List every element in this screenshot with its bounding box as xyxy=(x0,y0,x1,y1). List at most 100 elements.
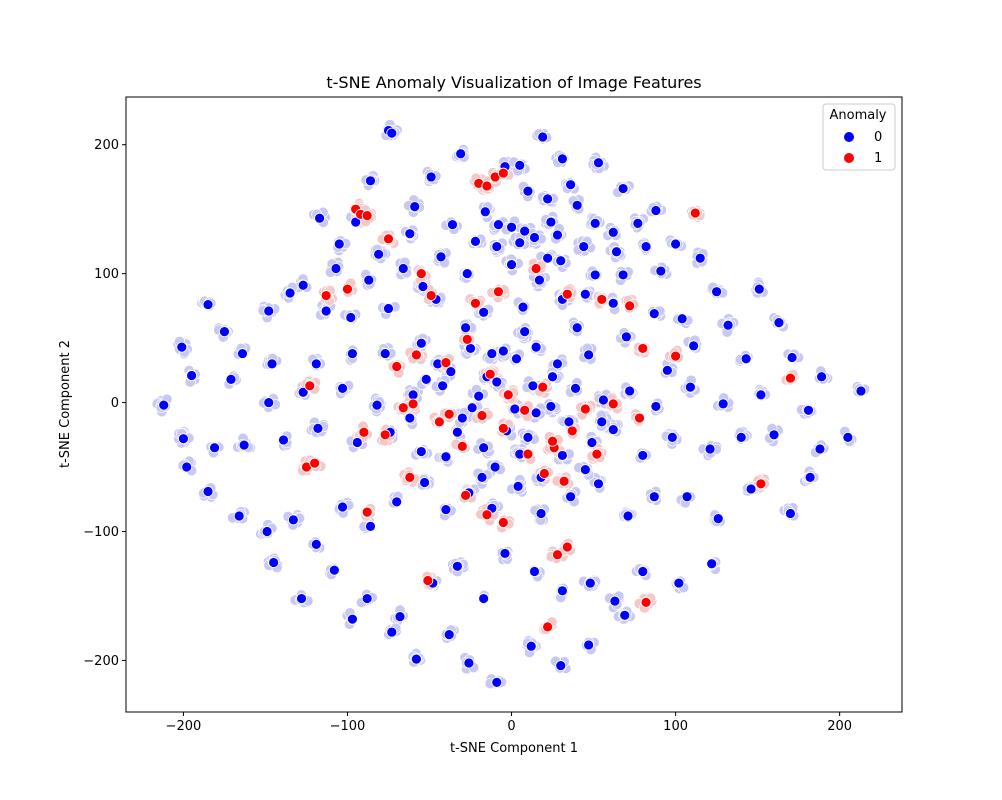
data-point-normal xyxy=(670,238,681,250)
data-point-normal xyxy=(461,268,473,280)
data-point-normal xyxy=(219,326,230,338)
data-point-normal xyxy=(768,429,780,441)
x-axis-label: t-SNE Component 1 xyxy=(450,741,578,756)
data-point-normal xyxy=(735,431,747,443)
data-point-normal xyxy=(404,412,416,424)
data-point-normal xyxy=(493,219,504,231)
data-point-normal xyxy=(497,345,509,357)
data-point-normal xyxy=(455,148,467,160)
data-point-normal xyxy=(506,259,517,271)
data-point-normal xyxy=(584,577,596,589)
data-point-anomaly xyxy=(304,380,316,392)
data-point-anomaly xyxy=(410,349,422,361)
data-point-normal xyxy=(365,520,376,532)
points-layer xyxy=(151,119,871,690)
legend-marker-normal xyxy=(844,132,854,142)
data-point-normal xyxy=(261,526,273,537)
data-point-normal xyxy=(445,366,457,378)
data-point-normal xyxy=(178,433,189,445)
legend-label-anomaly: 1 xyxy=(874,151,882,166)
data-point-normal xyxy=(522,185,534,197)
data-point-normal xyxy=(511,353,522,365)
data-point-normal xyxy=(855,385,867,397)
data-point-normal xyxy=(555,255,567,267)
data-point-normal xyxy=(440,451,452,463)
data-point-normal xyxy=(611,246,622,258)
data-point-anomaly xyxy=(566,425,578,437)
data-point-normal xyxy=(842,431,854,443)
data-point-anomaly xyxy=(624,300,636,312)
data-point-normal xyxy=(491,676,503,688)
data-point-normal xyxy=(486,348,498,359)
data-point-normal xyxy=(552,229,563,241)
data-point-normal xyxy=(333,238,345,250)
data-point-normal xyxy=(622,510,634,522)
data-point-normal xyxy=(386,127,398,139)
data-point-normal xyxy=(383,303,394,314)
data-point-anomaly xyxy=(461,333,473,345)
data-point-anomaly xyxy=(379,429,391,441)
data-point-normal xyxy=(440,504,452,515)
data-point-anomaly xyxy=(391,361,403,372)
data-point-anomaly xyxy=(415,268,427,280)
data-point-normal xyxy=(284,287,296,299)
legend-box xyxy=(822,103,896,171)
data-point-anomaly xyxy=(755,478,767,490)
data-point-normal xyxy=(509,403,521,415)
data-point-anomaly xyxy=(342,283,353,295)
data-point-normal xyxy=(753,283,765,295)
data-point-anomaly xyxy=(561,541,573,553)
data-point-anomaly xyxy=(433,416,445,428)
data-point-normal xyxy=(296,593,307,604)
data-point-anomaly xyxy=(607,398,619,410)
data-point-anomaly xyxy=(519,404,531,416)
axes-frame xyxy=(125,96,903,713)
data-point-normal xyxy=(583,639,595,651)
data-point-normal xyxy=(637,450,649,461)
data-point-normal xyxy=(465,343,476,354)
y-tick-label: −100 xyxy=(83,525,119,540)
data-point-normal xyxy=(578,241,590,252)
data-point-normal xyxy=(527,380,539,392)
data-point-normal xyxy=(297,386,309,398)
data-point-normal xyxy=(470,236,481,247)
data-point-anomaly xyxy=(537,381,549,393)
data-point-anomaly xyxy=(785,372,796,384)
data-point-normal xyxy=(476,471,488,483)
data-point-normal xyxy=(673,577,685,589)
data-point-normal xyxy=(512,480,524,492)
data-point-normal xyxy=(579,464,591,476)
data-point-normal xyxy=(158,399,170,411)
data-point-normal xyxy=(522,431,534,443)
data-point-normal xyxy=(479,206,491,218)
data-point-anomaly xyxy=(493,286,504,298)
data-point-normal xyxy=(456,412,468,424)
data-point-normal xyxy=(489,461,501,473)
data-point-normal xyxy=(534,274,545,286)
data-point-normal xyxy=(773,317,785,329)
y-axis-label: t-SNE Component 2 xyxy=(58,340,73,468)
data-point-anomaly xyxy=(530,263,542,274)
data-point-normal xyxy=(596,416,608,428)
data-point-normal xyxy=(593,478,604,490)
data-point-normal xyxy=(365,175,376,187)
data-point-normal xyxy=(565,491,577,503)
data-point-normal xyxy=(514,159,526,171)
data-point-normal xyxy=(571,322,583,334)
data-point-anomaly xyxy=(547,435,558,447)
data-point-normal xyxy=(233,510,245,522)
data-point-normal xyxy=(314,212,325,224)
data-point-normal xyxy=(347,613,358,625)
data-point-normal xyxy=(361,593,373,604)
data-point-normal xyxy=(420,373,432,385)
data-point-anomaly xyxy=(542,621,554,633)
data-point-normal xyxy=(552,358,563,370)
y-tick-label: 100 xyxy=(94,267,119,282)
data-point-normal xyxy=(519,326,531,338)
data-point-anomaly xyxy=(456,441,468,452)
data-point-normal xyxy=(620,331,632,343)
data-point-anomaly xyxy=(443,408,455,420)
data-point-normal xyxy=(278,434,289,446)
data-point-normal xyxy=(745,483,757,495)
data-point-normal xyxy=(545,401,557,412)
